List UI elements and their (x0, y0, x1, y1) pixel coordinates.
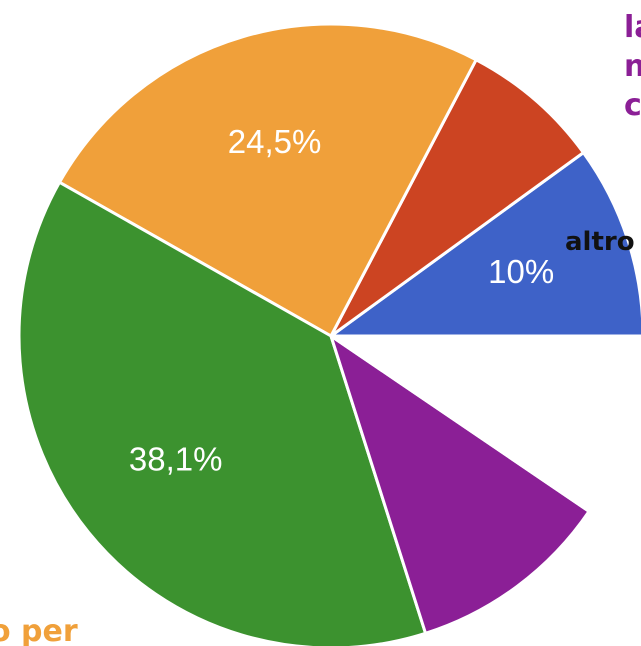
altro-slice-label: altro (565, 227, 635, 257)
altro-label-line-1: altro (565, 227, 635, 257)
pie-slice-5 (329, 334, 641, 513)
orange-label-line-1: o per (0, 614, 78, 646)
pie-slice-3-value-label: 38,1% (129, 441, 223, 478)
pie-slice-1 (329, 58, 585, 338)
pie-slice-3 (17, 180, 428, 646)
purple-label-line-2: n (624, 49, 641, 84)
pie-slice-4 (329, 334, 591, 635)
pie-slice-2-value-label: 24,5% (228, 123, 322, 160)
pie-slice-0 (329, 151, 641, 338)
pie-slice-2 (58, 22, 478, 338)
orange-slice-label: o per (0, 614, 78, 646)
purple-slice-label: la n c (624, 8, 641, 125)
purple-label-line-1: la (624, 10, 641, 45)
pie-slice-0-value-label: 10% (488, 253, 554, 290)
purple-label-line-3: c (624, 88, 641, 123)
